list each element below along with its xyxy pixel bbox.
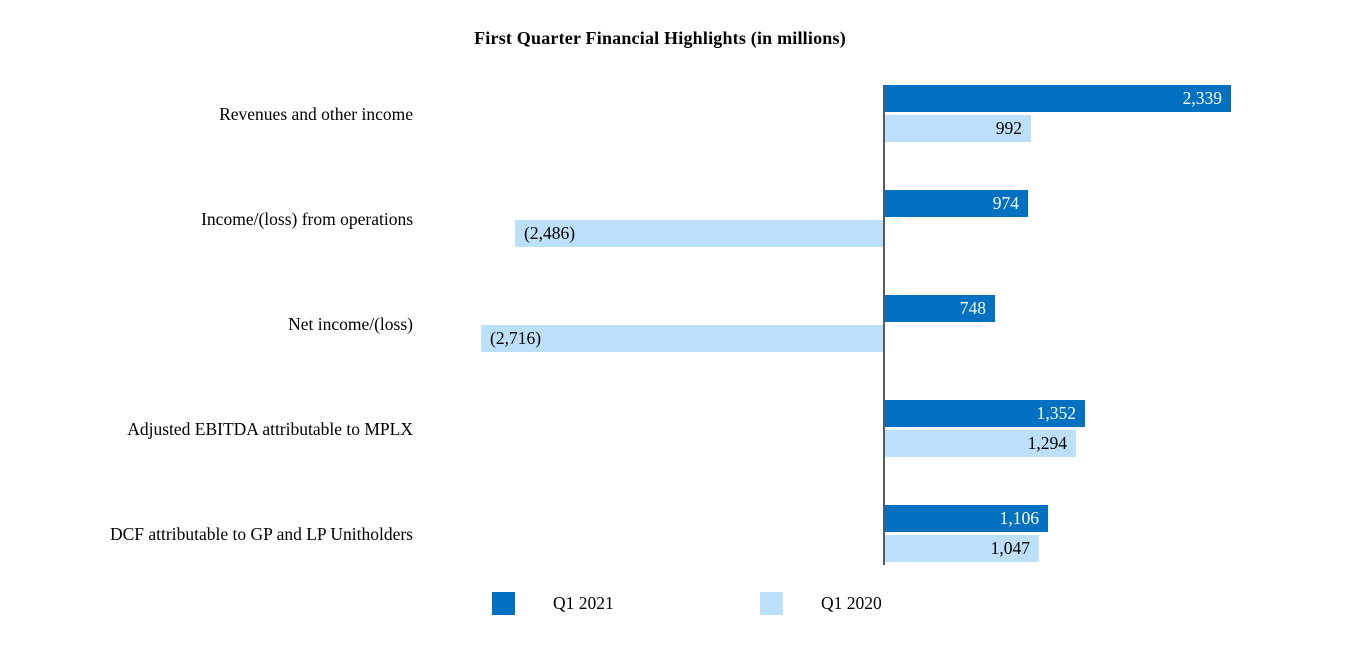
category-label: Income/(loss) from operations	[201, 208, 413, 229]
bar-q1-2021: 2,339	[884, 85, 1231, 112]
bar-value-label: 974	[992, 192, 1019, 213]
bar-value-label: 2,339	[1182, 87, 1222, 108]
bar-q1-2021: 1,352	[884, 400, 1085, 427]
legend-label-q1-2020: Q1 2020	[821, 593, 882, 613]
bar-value-label: 748	[959, 297, 986, 318]
legend-item-q1-2021: Q1 2021	[492, 592, 614, 615]
bar-value-label: 1,106	[999, 507, 1039, 528]
bar-q1-2020: 992	[884, 115, 1031, 142]
bar-q1-2020: 1,294	[884, 430, 1076, 457]
bar-value-label: 1,047	[990, 537, 1030, 558]
category-label: DCF attributable to GP and LP Unitholder…	[110, 523, 413, 544]
bar-q1-2020: (2,716)	[481, 325, 884, 352]
chart-title: First Quarter Financial Highlights (in m…	[474, 28, 846, 48]
legend-swatch-q1-2020	[760, 592, 783, 615]
bar-value-label: 992	[995, 117, 1022, 138]
legend: Q1 2021 Q1 2020	[0, 592, 1360, 618]
legend-item-q1-2020: Q1 2020	[760, 592, 882, 615]
value-axis-line	[883, 85, 885, 565]
bar-q1-2020: 1,047	[884, 535, 1039, 562]
bar-value-label: (2,716)	[490, 327, 542, 348]
category-label: Net income/(loss)	[288, 313, 413, 334]
bar-value-label: 1,294	[1027, 432, 1067, 453]
legend-label-q1-2021: Q1 2021	[553, 593, 614, 613]
bar-value-label: 1,352	[1036, 402, 1076, 423]
bar-value-label: (2,486)	[524, 222, 576, 243]
category-label: Adjusted EBITDA attributable to MPLX	[127, 418, 413, 439]
bar-q1-2021: 1,106	[884, 505, 1048, 532]
bar-q1-2021: 974	[884, 190, 1028, 217]
legend-swatch-q1-2021	[492, 592, 515, 615]
category-label: Revenues and other income	[219, 103, 413, 124]
bar-q1-2021: 748	[884, 295, 995, 322]
bar-q1-2020: (2,486)	[515, 220, 884, 247]
